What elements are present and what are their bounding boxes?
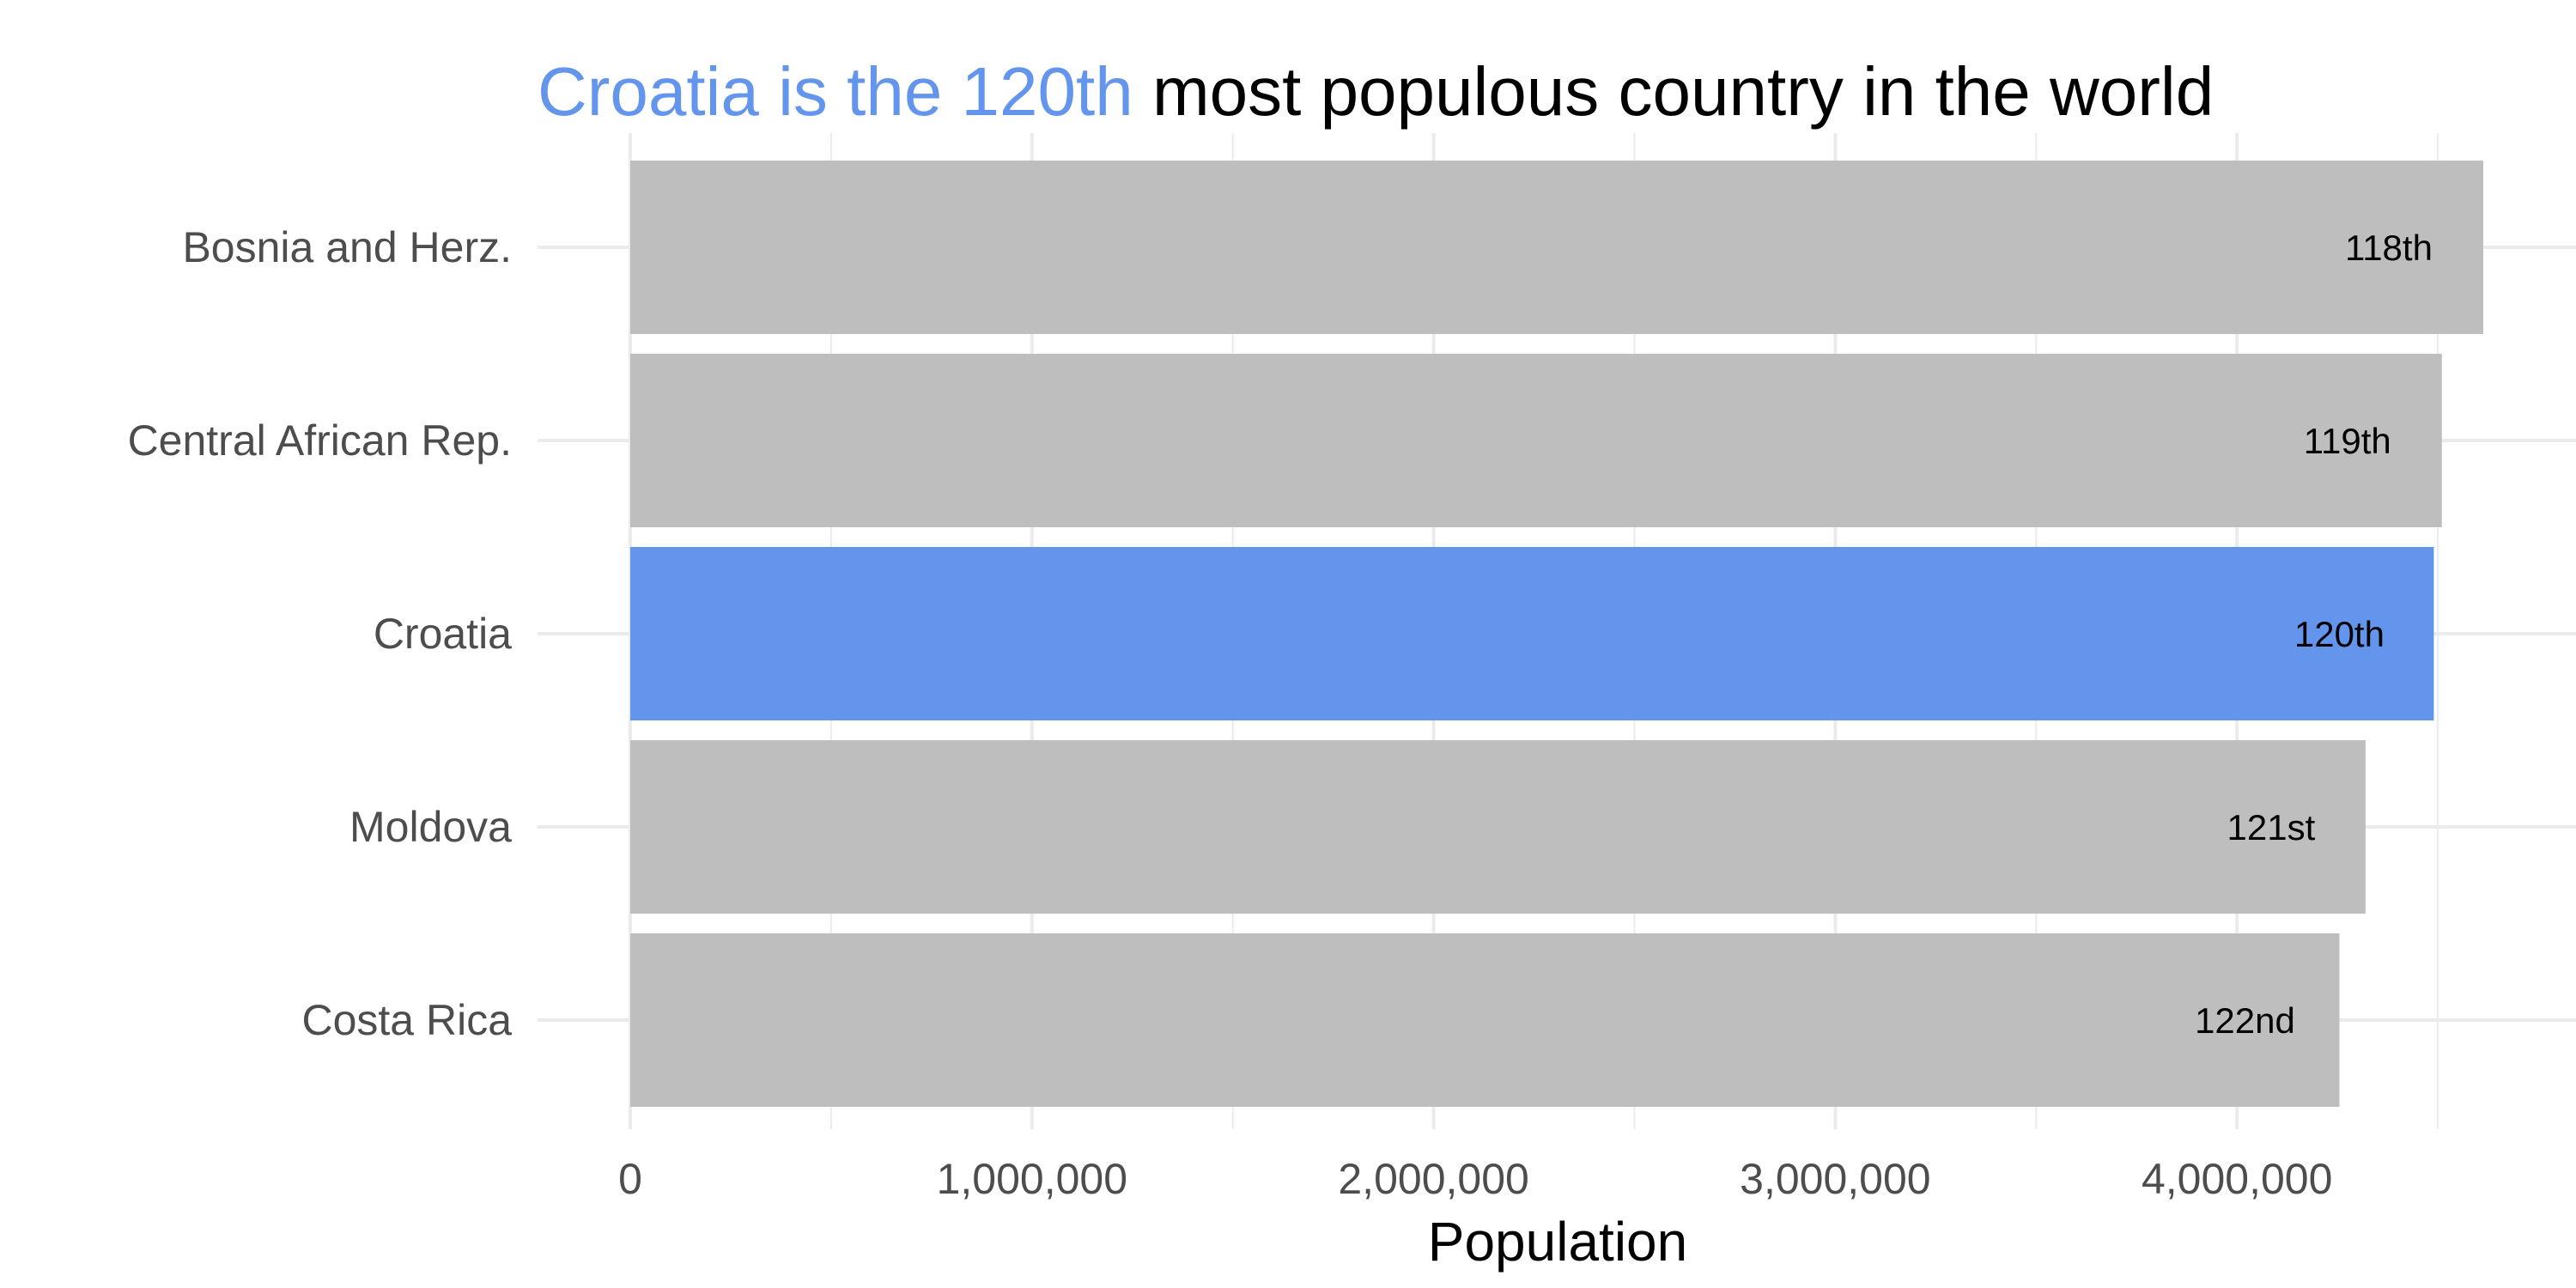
x-axis-tick-label: 4,000,000 (2142, 1155, 2332, 1203)
chart-title-highlight: Croatia is the 120th (538, 53, 1133, 130)
y-axis-category-label: Central African Rep. (128, 416, 512, 465)
y-axis-category-label: Costa Rica (301, 996, 512, 1044)
y-axis-tick-labels: Bosnia and Herz. Central African Rep. Croa… (128, 223, 513, 1044)
bar-central-african-rep (630, 354, 2442, 527)
bars (630, 161, 2483, 1107)
x-axis-tick-labels: 0 1,000,000 2,000,000 3,000,000 4,000,000 (618, 1155, 2332, 1203)
y-axis-category-label: Bosnia and Herz. (182, 223, 512, 271)
bar-rank-label: 118th (2345, 228, 2433, 268)
y-axis-category-label: Croatia (374, 610, 512, 658)
chart-title: Croatia is the 120th most populous count… (538, 53, 2214, 130)
chart-title-rest: most populous country in the world (1133, 53, 2214, 130)
bar-bosnia-and-herz (630, 161, 2483, 334)
x-axis-tick-label: 1,000,000 (937, 1155, 1127, 1203)
bar-moldova (630, 740, 2366, 914)
bar-costa-rica (630, 933, 2340, 1107)
x-axis-tick-label: 2,000,000 (1338, 1155, 1528, 1203)
bar-rank-label: 122nd (2195, 1000, 2295, 1041)
x-axis-tick-label: 3,000,000 (1740, 1155, 1930, 1203)
y-axis-category-label: Moldova (349, 803, 512, 851)
bar-croatia (630, 547, 2434, 720)
bar-rank-label: 120th (2294, 614, 2385, 654)
x-axis-title: Population (1428, 1211, 1687, 1273)
bar-rank-label: 119th (2304, 421, 2391, 461)
data-labels: 118th 119th 120th 121st 122nd (2195, 228, 2433, 1041)
bar-rank-label: 121st (2227, 807, 2316, 848)
x-axis-tick-label: 0 (618, 1155, 642, 1203)
